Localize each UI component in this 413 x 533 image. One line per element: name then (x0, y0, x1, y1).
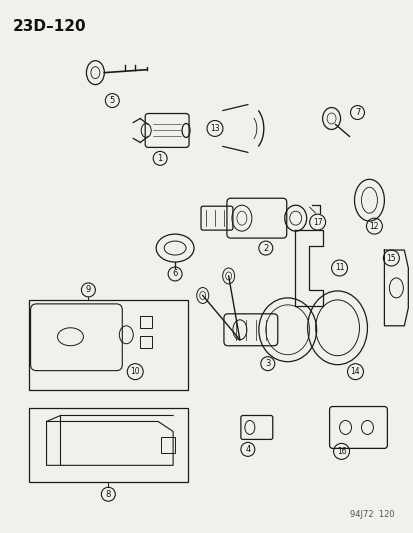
Text: 5: 5 (109, 96, 115, 105)
Text: 2: 2 (263, 244, 268, 253)
Bar (28, 408, 188, 482)
Text: 15: 15 (386, 254, 395, 263)
Text: 3: 3 (264, 359, 270, 368)
Bar (161, 438, 175, 454)
Text: 12: 12 (369, 222, 378, 231)
Bar (140, 336, 152, 348)
Text: 4: 4 (244, 445, 250, 454)
Text: 16: 16 (336, 447, 346, 456)
Text: 14: 14 (350, 367, 359, 376)
Bar (28, 300, 188, 390)
Text: 13: 13 (210, 124, 219, 133)
Text: 1: 1 (157, 154, 162, 163)
Text: 94J72  120: 94J72 120 (349, 510, 394, 519)
Text: 6: 6 (172, 270, 177, 278)
Text: 17: 17 (312, 217, 322, 227)
Text: 8: 8 (105, 490, 111, 499)
Bar (140, 316, 152, 328)
Text: 11: 11 (334, 263, 344, 272)
Text: 9: 9 (85, 285, 91, 294)
Text: 23D–120: 23D–120 (13, 19, 86, 34)
Text: 10: 10 (130, 367, 140, 376)
Text: 7: 7 (354, 108, 359, 117)
